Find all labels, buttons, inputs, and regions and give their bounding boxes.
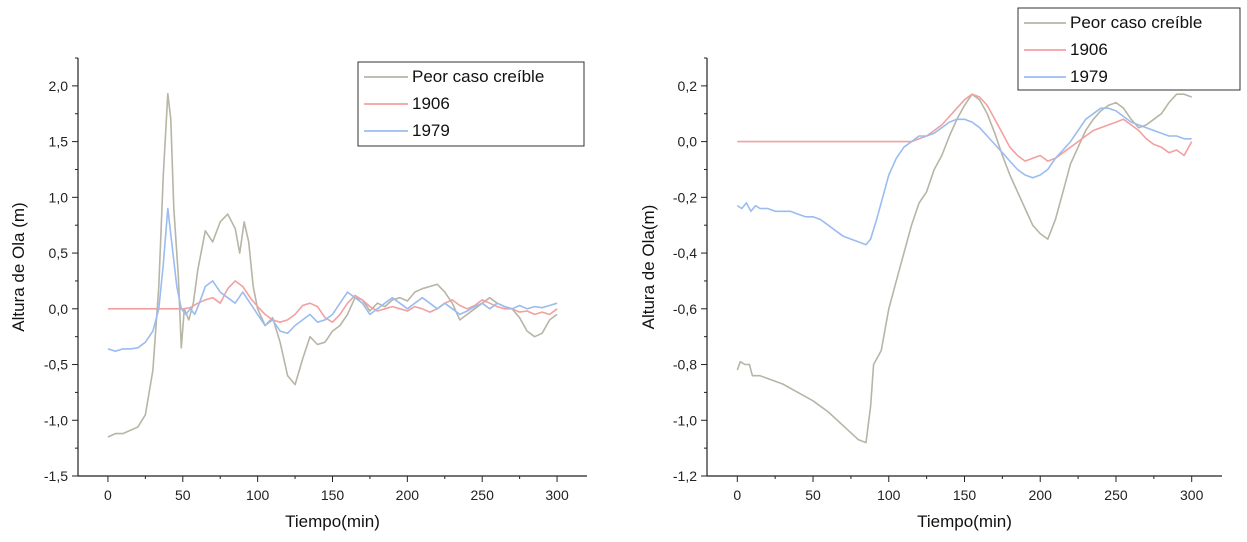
x-tick-label: 250 [471, 487, 495, 503]
x-tick-label: 150 [953, 487, 977, 503]
x-tick-label: 150 [321, 487, 345, 503]
x-tick-label: 200 [396, 487, 420, 503]
x-tick-label: 0 [733, 487, 741, 503]
x-tick-label: 100 [246, 487, 270, 503]
y-tick-label: -1,5 [44, 468, 68, 484]
series-line-1 [107, 92, 558, 438]
series-line-2 [737, 93, 1193, 162]
chart-2: 0 50 100 150 200 250 300 -1,2 -1,0 -0,8 -0,6 -0,4 -0… [639, 7, 1241, 531]
y-tick-label: -0,4 [673, 245, 697, 261]
y-tick-label: -0,2 [673, 189, 697, 205]
x-axis-title: Tiempo(min) [285, 512, 380, 531]
x-tick-label: 50 [805, 487, 821, 503]
x-tick-label: 100 [877, 487, 901, 503]
x-tick-label: 300 [1180, 487, 1204, 503]
x-axis-title: Tiempo(min) [917, 512, 1012, 531]
series-line-3 [736, 107, 1192, 246]
legend-label: 1906 [1070, 40, 1108, 59]
y-tick-label: 0,2 [678, 78, 698, 94]
series-line-3 [107, 207, 558, 352]
y-tick-label: -1,2 [673, 468, 697, 484]
x-tick-label: 300 [545, 487, 569, 503]
legend-label: Peor caso creíble [1070, 13, 1202, 32]
x-tick-label: 50 [175, 487, 191, 503]
legend-label: 1906 [412, 94, 450, 113]
series-line-1 [736, 93, 1192, 444]
legend-label: 1979 [1070, 67, 1108, 86]
x-tick-label: 0 [104, 487, 112, 503]
y-tick-label: -0,8 [673, 357, 697, 373]
y-axis-title: Altura de Ola(m) [639, 205, 658, 330]
y-tick-label: -0,5 [44, 357, 68, 373]
legend: Peor caso creíble 1906 1979 [357, 61, 585, 147]
x-tick-label: 250 [1104, 487, 1128, 503]
y-tick-label: -1,0 [673, 412, 697, 428]
y-tick-label: 0,0 [678, 134, 698, 150]
y-tick-label: 0,0 [49, 301, 69, 317]
y-tick-label: 1,0 [49, 189, 69, 205]
legend-label: 1979 [412, 121, 450, 140]
y-axis-title: Altura de Ola (m) [9, 202, 28, 331]
y-tick-label: 1,5 [49, 134, 69, 150]
x-tick-label: 200 [1029, 487, 1053, 503]
legend: Peor caso creíble 1906 1979 [1017, 7, 1241, 91]
chart-1: 0 50 100 150 200 250 300 -1,5 -1,0 -0,5 0,0 0,5 1,0 1… [9, 57, 587, 531]
y-tick-label: 0,5 [49, 245, 69, 261]
series-line-2 [107, 280, 558, 323]
y-tick-label: 2,0 [49, 78, 69, 94]
legend-label: Peor caso creíble [412, 67, 544, 86]
y-tick-label: -1,0 [44, 412, 68, 428]
y-tick-label: -0,6 [673, 301, 697, 317]
